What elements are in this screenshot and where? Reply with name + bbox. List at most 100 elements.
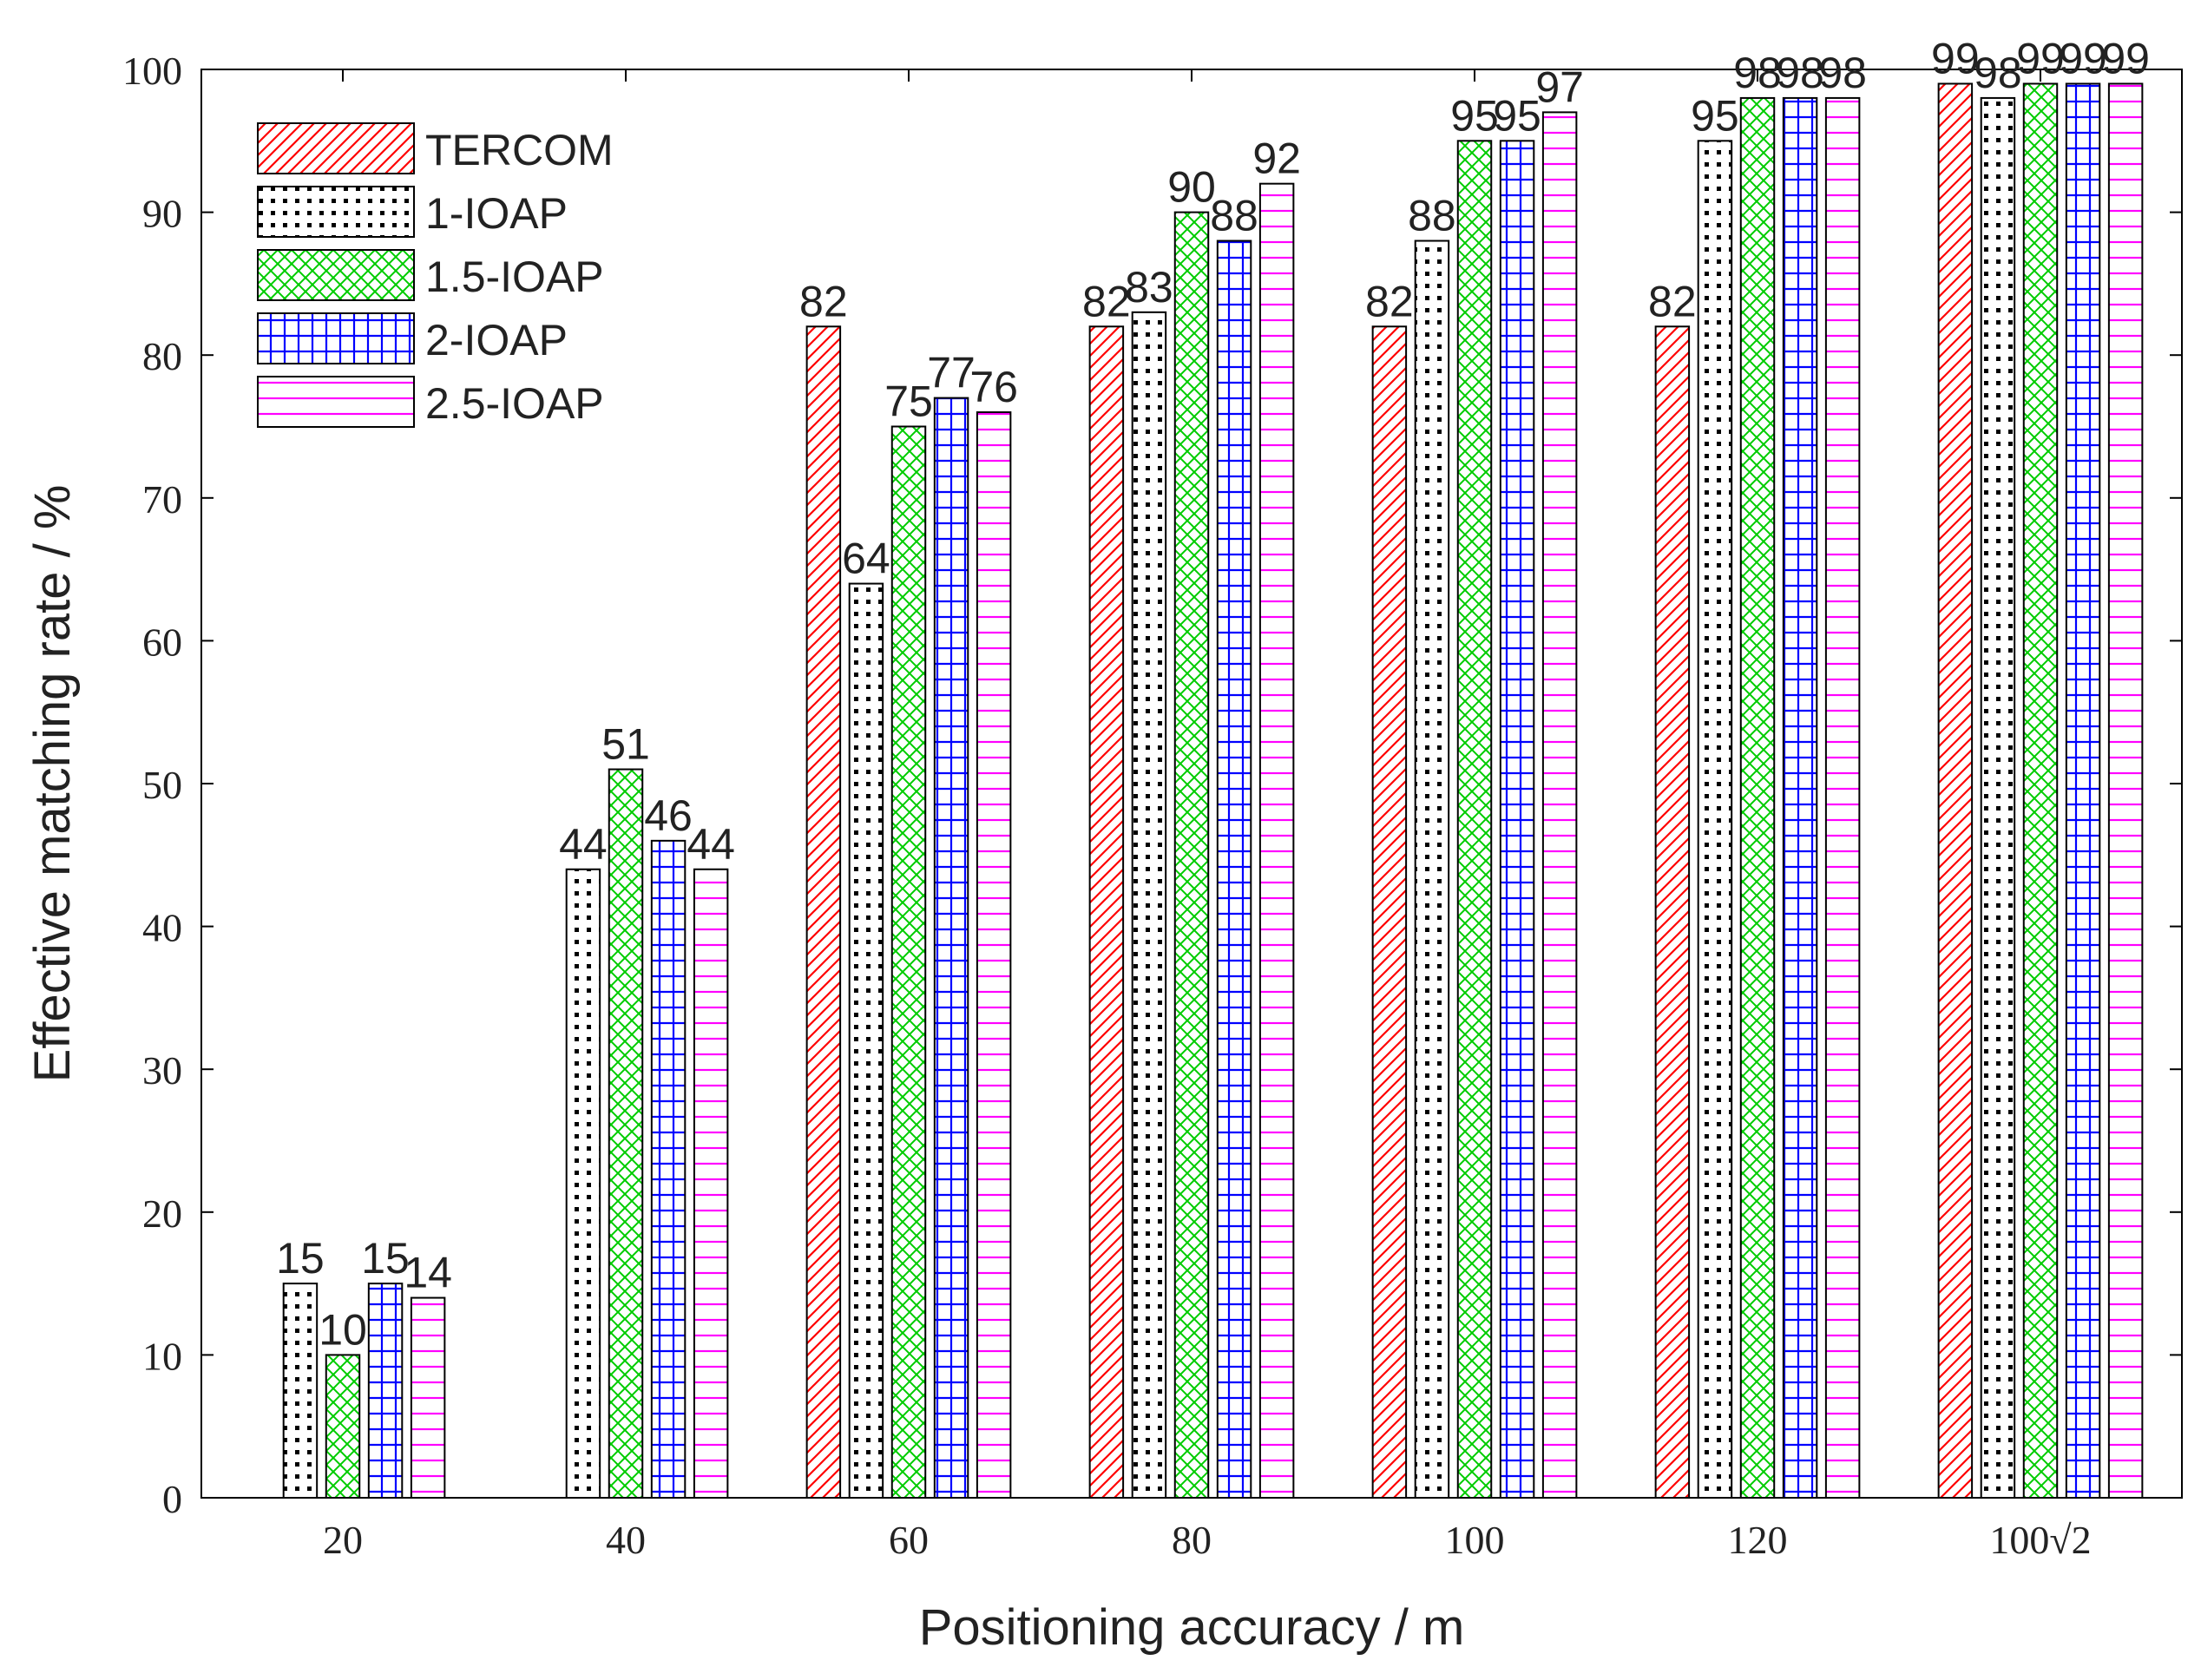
bar-value-label: 64 (842, 535, 890, 583)
bar-2-ioap-60 (933, 397, 969, 1500)
bar-value-label: 95 (1450, 91, 1499, 140)
bar-value-label: 82 (1648, 277, 1697, 325)
bar-value-label: 95 (1493, 91, 1541, 140)
legend-swatch (257, 312, 415, 364)
bar-value-label: 97 (1535, 62, 1584, 111)
x-tick-label: 80 (1172, 1518, 1212, 1562)
x-tick-label: 100√2 (1989, 1518, 2091, 1562)
y-tick-label: 60 (142, 620, 182, 664)
bar-1-5-ioap-40 (608, 768, 644, 1499)
y-tick-label: 40 (142, 906, 182, 950)
bar-1-ioap-100 (1414, 240, 1450, 1499)
bar-2-5-ioap-80 (1258, 182, 1295, 1499)
bar-tercom-120 (1654, 325, 1691, 1499)
bar-value-label: 99 (1931, 34, 1980, 82)
legend: TERCOM 1-IOAP 1.5-IOAP 2-IOAP 2.5-IOAP (257, 122, 614, 428)
bar-value-label: 82 (1365, 277, 1414, 325)
y-tick-label: 20 (142, 1191, 182, 1236)
x-axis-title: Positioning accuracy / m (919, 1599, 1465, 1656)
bar-1-5-ioap-60 (890, 425, 927, 1499)
bar-2-ioap-1002 (2065, 82, 2101, 1500)
bar-tercom-80 (1088, 325, 1125, 1499)
bar-value-label: 88 (1408, 192, 1456, 240)
y-tick-label: 70 (142, 477, 182, 522)
bar-value-label: 82 (1082, 277, 1131, 325)
bar-value-label: 51 (601, 720, 650, 769)
bar-value-label: 10 (319, 1305, 367, 1354)
bar-2-ioap-20 (367, 1283, 404, 1499)
bar-1-5-ioap-120 (1739, 96, 1776, 1499)
bar-1-ioap-40 (565, 868, 601, 1499)
legend-swatch (257, 122, 415, 174)
legend-label: TERCOM (425, 126, 614, 174)
bar-series-group (282, 82, 2144, 1500)
y-tick-label: 100 (122, 49, 182, 93)
legend-label: 1-IOAP (425, 189, 568, 238)
bar-value-label: 76 (969, 363, 1018, 411)
bar-value-label: 99 (2059, 34, 2107, 82)
y-tick-label: 80 (142, 334, 182, 378)
bar-2-5-ioap-40 (693, 868, 729, 1499)
bar-value-label: 90 (1167, 163, 1216, 212)
bar-2-5-ioap-60 (976, 411, 1012, 1499)
bar-value-label: 15 (361, 1234, 410, 1283)
x-axis: 20 40 60 80 100 120 100√2 (323, 69, 2092, 1562)
bar-value-label: 15 (276, 1234, 325, 1283)
bar-2-ioap-80 (1216, 240, 1252, 1499)
bar-value-label: 95 (1691, 91, 1739, 140)
bar-1-ioap-80 (1131, 311, 1167, 1500)
bar-1-ioap-120 (1697, 140, 1733, 1499)
legend-label: 2.5-IOAP (425, 379, 604, 428)
bar-2-5-ioap-120 (1824, 96, 1861, 1499)
y-axis-title: Effective matching rate / % (24, 485, 81, 1083)
bar-value-label: 77 (927, 349, 976, 397)
bar-1-5-ioap-100 (1456, 140, 1493, 1499)
bar-1-5-ioap-20 (325, 1354, 361, 1500)
y-tick-label: 50 (142, 763, 182, 807)
y-tick-label: 0 (162, 1477, 182, 1521)
bar-tercom-100 (1371, 325, 1408, 1499)
x-tick-label: 20 (323, 1518, 363, 1562)
bar-value-label: 14 (404, 1249, 452, 1297)
x-tick-label: 40 (606, 1518, 646, 1562)
bar-1-ioap-60 (848, 582, 884, 1499)
bar-2-ioap-40 (650, 839, 687, 1499)
legend-swatch (257, 376, 415, 428)
bar-tercom-1002 (1937, 82, 1974, 1500)
bar-1-ioap-20 (282, 1283, 319, 1499)
bar-1-5-ioap-80 (1173, 211, 1210, 1500)
bar-value-label: 98 (1974, 49, 2022, 97)
y-tick-label: 30 (142, 1048, 182, 1093)
bar-value-label: 44 (559, 820, 608, 869)
bar-2-5-ioap-20 (410, 1296, 446, 1500)
legend-swatch (257, 249, 415, 301)
y-tick-label: 90 (142, 192, 182, 236)
legend-label: 1.5-IOAP (425, 253, 604, 301)
bar-value-label: 99 (2016, 34, 2065, 82)
legend-swatch (257, 186, 415, 238)
x-tick-label: 100 (1445, 1518, 1505, 1562)
bar-value-label: 98 (1776, 49, 1824, 97)
bar-value-label: 92 (1252, 135, 1301, 183)
bar-2-5-ioap-100 (1541, 111, 1578, 1499)
y-axis: 0 10 20 30 40 50 60 70 80 90 100 (122, 49, 2182, 1521)
bar-tercom-60 (805, 325, 842, 1499)
bar-1-5-ioap-1002 (2022, 82, 2059, 1500)
bar-value-label: 82 (799, 277, 848, 325)
bar-value-label: 44 (687, 820, 735, 869)
bar-value-label: 99 (2101, 34, 2150, 82)
bar-value-label: 98 (1818, 49, 1867, 97)
x-tick-label: 60 (889, 1518, 929, 1562)
bar-value-label: 75 (884, 377, 933, 426)
bar-2-5-ioap-1002 (2107, 82, 2144, 1500)
y-tick-label: 10 (142, 1334, 182, 1378)
x-tick-label: 120 (1728, 1518, 1788, 1562)
bar-1-ioap-1002 (1980, 96, 2016, 1499)
bar-2-ioap-100 (1499, 140, 1535, 1499)
bar-value-label: 83 (1125, 263, 1173, 312)
bar-2-ioap-120 (1782, 96, 1818, 1499)
bar-value-label: 98 (1733, 49, 1782, 97)
legend-label: 2-IOAP (425, 316, 568, 364)
